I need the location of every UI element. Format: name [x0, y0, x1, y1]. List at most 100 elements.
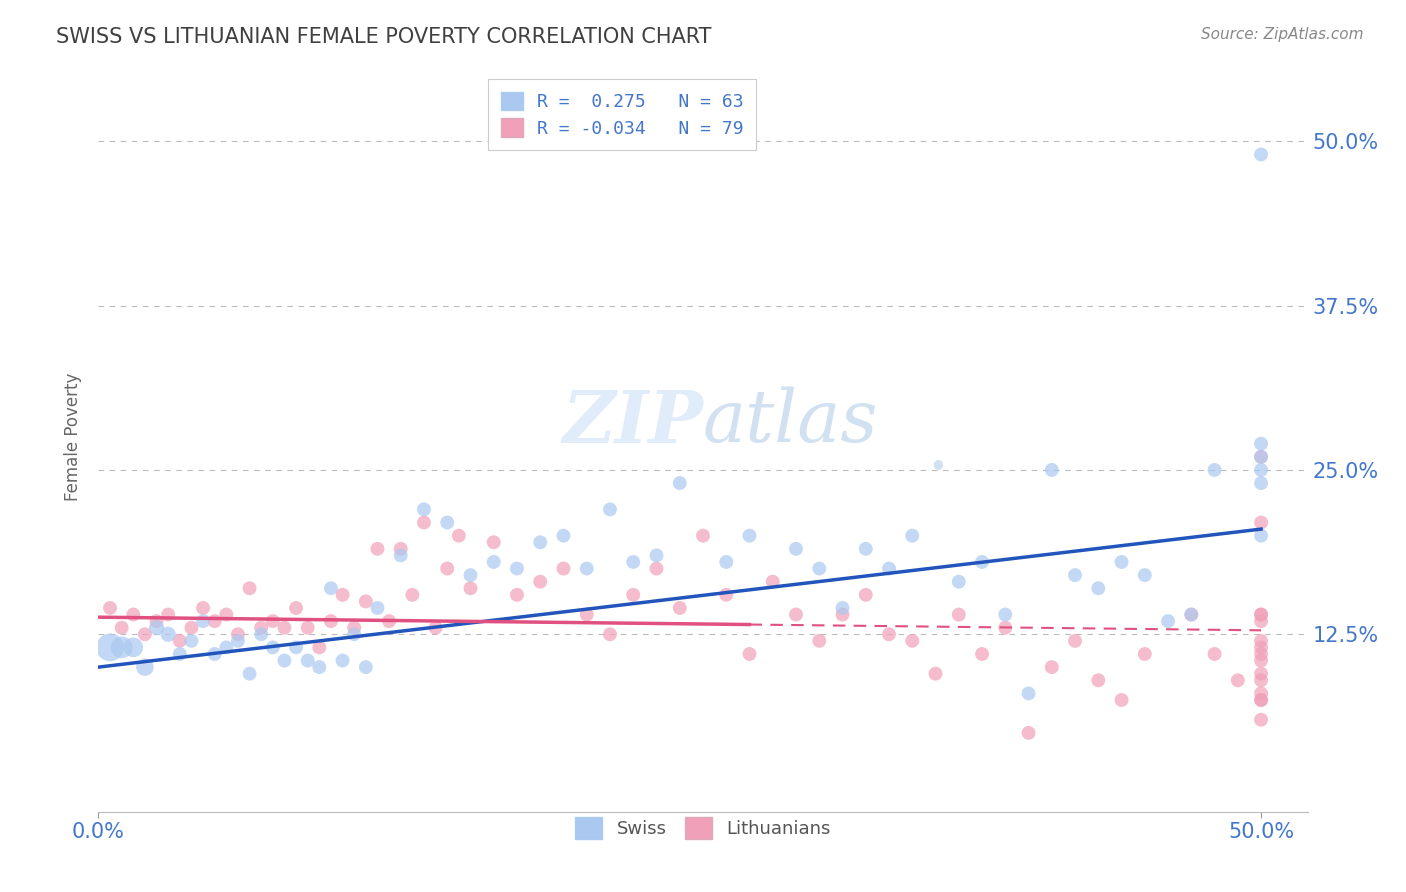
Point	[716, 555, 738, 569]
Point	[180, 621, 202, 635]
Point	[994, 621, 1017, 635]
Point	[425, 621, 447, 635]
Point	[180, 633, 202, 648]
Point	[1250, 673, 1272, 688]
Text: atlas: atlas	[703, 387, 879, 458]
Point	[1250, 436, 1272, 450]
Point	[1250, 647, 1272, 661]
Point	[378, 614, 401, 628]
Point	[855, 541, 877, 556]
Point	[215, 640, 238, 655]
Point	[1064, 633, 1087, 648]
Point	[1226, 673, 1249, 688]
Point	[738, 647, 761, 661]
Point	[1250, 463, 1272, 477]
Point	[308, 660, 330, 674]
Point	[553, 561, 575, 575]
Point	[343, 621, 366, 635]
Legend: Swiss, Lithuanians: Swiss, Lithuanians	[567, 807, 839, 847]
Point	[1250, 476, 1272, 491]
Point	[332, 654, 354, 668]
Point	[506, 561, 529, 575]
Point	[262, 640, 284, 655]
Point	[239, 581, 262, 595]
Point	[297, 621, 319, 635]
Point	[319, 581, 342, 595]
Point	[157, 627, 180, 641]
Point	[1087, 581, 1109, 595]
Point	[553, 529, 575, 543]
Point	[716, 588, 738, 602]
Point	[1250, 450, 1272, 464]
Point	[1087, 673, 1109, 688]
Point	[204, 647, 226, 661]
Point	[1250, 516, 1272, 530]
Point	[1250, 614, 1272, 628]
Point	[970, 555, 993, 569]
Point	[1064, 568, 1087, 582]
Point	[645, 561, 668, 575]
Point	[157, 607, 180, 622]
Point	[1250, 713, 1272, 727]
Point	[994, 607, 1017, 622]
Point	[831, 607, 853, 622]
Point	[831, 601, 853, 615]
Point	[226, 627, 249, 641]
Point	[1250, 633, 1272, 648]
Point	[1250, 607, 1272, 622]
Point	[273, 654, 295, 668]
Point	[250, 621, 273, 635]
Point	[599, 627, 621, 641]
Point	[1250, 693, 1272, 707]
Point	[262, 614, 284, 628]
Point	[297, 654, 319, 668]
Point	[447, 529, 470, 543]
Point	[877, 561, 900, 575]
Text: ZIP: ZIP	[562, 386, 703, 458]
Point	[692, 529, 714, 543]
Point	[319, 614, 342, 628]
Point	[366, 541, 388, 556]
Point	[1250, 147, 1272, 161]
Point	[145, 621, 167, 635]
Point	[191, 601, 214, 615]
Point	[1040, 463, 1063, 477]
Point	[948, 574, 970, 589]
Point	[575, 561, 598, 575]
Point	[970, 647, 993, 661]
Point	[1018, 686, 1040, 700]
Point	[460, 568, 482, 582]
Point	[134, 627, 156, 641]
Point	[621, 588, 644, 602]
Point	[169, 633, 191, 648]
Point	[1040, 660, 1063, 674]
Point	[1204, 647, 1226, 661]
Point	[239, 666, 262, 681]
Point	[668, 476, 690, 491]
Point	[1180, 607, 1202, 622]
Point	[273, 621, 295, 635]
Point	[215, 607, 238, 622]
Point	[250, 627, 273, 641]
Y-axis label: Female Poverty: Female Poverty	[65, 373, 83, 501]
Point	[122, 607, 145, 622]
Point	[191, 614, 214, 628]
Point	[111, 640, 134, 655]
Point	[855, 588, 877, 602]
Point	[785, 607, 807, 622]
Point	[1250, 654, 1272, 668]
Text: Source: ZipAtlas.com: Source: ZipAtlas.com	[1201, 27, 1364, 42]
Point	[599, 502, 621, 516]
Point	[1250, 666, 1272, 681]
Point	[1250, 529, 1272, 543]
Point	[808, 633, 831, 648]
Point	[1157, 614, 1180, 628]
Point	[901, 633, 924, 648]
Point	[111, 621, 134, 635]
Point	[145, 614, 167, 628]
Point	[668, 601, 690, 615]
Point	[785, 541, 807, 556]
Point	[389, 541, 412, 556]
Point	[1180, 607, 1202, 622]
Text: SWISS VS LITHUANIAN FEMALE POVERTY CORRELATION CHART: SWISS VS LITHUANIAN FEMALE POVERTY CORRE…	[56, 27, 711, 46]
